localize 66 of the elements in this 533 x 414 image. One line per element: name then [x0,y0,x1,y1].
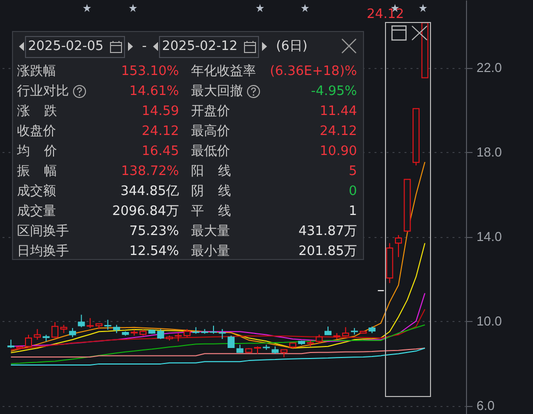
annotation: 行业对比 [17,83,69,101]
annotation: -4.95% [311,83,357,101]
annotation: 138.72% [121,163,179,181]
annotation: 11.44 [320,103,357,121]
annotation: 阴 线 [191,183,232,201]
candlestick [69,328,76,338]
annotation: (6.36E+18)% [270,63,357,81]
annotation: 开盘价 [191,103,230,121]
annotation: 24.12 [320,123,357,141]
annotation: 5 [348,163,357,181]
annotation: 日均换手 [17,243,69,261]
line-series [10,348,426,358]
annotation: 14.59 [142,103,179,121]
line-series [10,162,426,352]
annotation: 均 价 [17,143,58,161]
annotation: 75.23% [129,223,179,241]
annotation: 1 [348,203,357,221]
line-series [10,324,426,364]
line-series [10,348,426,366]
annotation: 24.12 [366,7,404,22]
annotation: 14.61% [129,83,179,101]
candlestick [394,234,402,258]
y-tick-label: 18.0 [476,144,502,160]
line-series [10,242,426,354]
y-tick-label: 22.0 [476,60,502,76]
annotation: 收盘价 [17,123,56,141]
annotation: 振 幅 [17,163,58,181]
annotation: 区间换手 [17,223,69,241]
annotation: 344.85亿 [120,183,179,201]
annotation: 阳 线 [191,163,232,181]
annotation: 10.90 [320,143,357,161]
candlestick [51,322,58,338]
line-series [10,308,426,350]
annotation: 最低价 [191,143,230,161]
candlestick [25,334,32,347]
y-tick-label: 14.0 [476,229,502,244]
annotation: 成交额 [17,183,56,201]
annotation: 年化收益率 [191,63,256,81]
annotation: 涨跌幅 [17,63,56,81]
annotation: - [142,38,147,56]
annotation: 12.54% [129,243,179,261]
y-tick-label: 10.0 [476,314,502,329]
annotation: (6日) [276,38,308,56]
annotation: 最高价 [191,123,230,141]
annotation: 成交量 [17,203,56,221]
annotation: 201.85万 [298,243,357,261]
annotation: 0 [348,183,357,201]
candlestick [78,314,85,328]
y-tick-label: 6.0 [476,398,495,414]
candlestick [228,335,235,348]
annotation: 涨 跌 [17,103,58,121]
candlestick [86,318,94,329]
annotation: 431.87万 [298,223,357,241]
annotation: 24.12 [142,123,179,141]
annotation: 16.45 [142,143,179,161]
annotation: 2096.84万 [112,203,179,221]
annotation: 2025-02-12 [162,38,238,56]
annotation: 最大量 [191,223,230,241]
annotation: 平 线 [191,203,232,221]
candlestick [34,328,41,340]
annotation: 最小量 [191,243,230,261]
annotation: 最大回撤 [191,83,243,101]
annotation: 2025-02-05 [28,38,104,56]
annotation: 153.10% [121,63,179,81]
candlestick [104,319,112,330]
candlestick [218,328,226,340]
